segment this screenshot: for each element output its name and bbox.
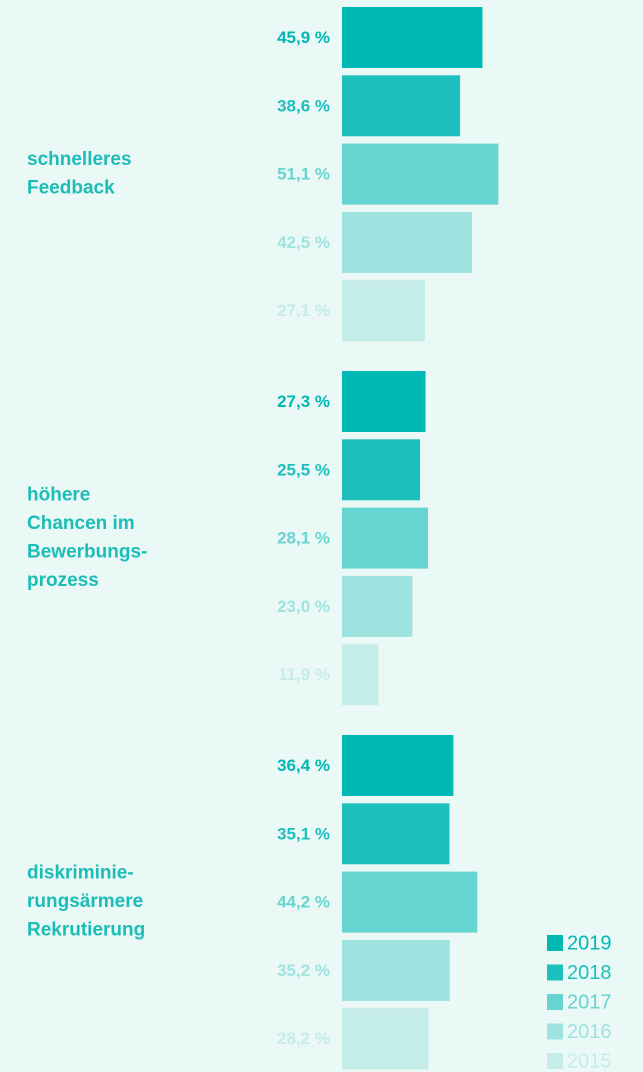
value-label: 35,2 % — [277, 961, 330, 980]
value-label: 44,2 % — [277, 893, 330, 912]
legend-swatch — [547, 935, 563, 951]
bar — [342, 871, 478, 933]
legend-label: 2015 — [567, 1050, 612, 1072]
legend-swatch — [547, 994, 563, 1010]
value-label: 11,9 % — [278, 665, 330, 684]
legend-swatch — [547, 1023, 563, 1040]
bar — [342, 371, 426, 432]
bar — [342, 7, 483, 68]
value-label: 35,1 % — [277, 824, 330, 843]
value-label: 36,4 % — [277, 756, 330, 775]
category-label: schnelleres — [27, 149, 132, 170]
category-label: prozess — [27, 570, 99, 591]
legend-label: 2017 — [567, 991, 612, 1013]
value-label: 23,0 % — [277, 597, 330, 616]
value-label: 27,3 % — [277, 392, 330, 411]
bar — [342, 143, 499, 205]
legend-swatch — [547, 1053, 563, 1069]
category-label: rungsärmere — [27, 891, 143, 912]
legend-label: 2019 — [567, 932, 612, 954]
bar — [342, 1008, 429, 1070]
bar — [342, 211, 473, 273]
legend-label: 2018 — [567, 962, 612, 984]
legend-swatch — [547, 964, 563, 981]
value-label: 42,5 % — [277, 233, 330, 252]
value-label: 28,1 % — [277, 529, 330, 548]
category-label: Rekrutierung — [27, 920, 145, 941]
bar — [342, 644, 379, 706]
value-label: 38,6 % — [277, 96, 330, 115]
value-label: 45,9 % — [277, 28, 330, 47]
category-label: höhere — [27, 484, 90, 505]
value-label: 51,1 % — [277, 165, 330, 184]
bar — [342, 507, 428, 569]
bar — [342, 575, 413, 637]
value-label: 28,2 % — [277, 1029, 330, 1048]
category-label: Bewerbungs- — [27, 541, 147, 562]
bar — [342, 939, 450, 1001]
value-label: 27,1 % — [277, 301, 330, 320]
value-label: 25,5 % — [277, 460, 330, 479]
bar — [342, 803, 450, 865]
legend-label: 2016 — [567, 1021, 612, 1043]
bar — [342, 439, 421, 501]
category-label: diskriminie- — [27, 863, 134, 884]
category-label: Feedback — [27, 177, 115, 198]
bar — [342, 735, 454, 796]
category-label: Chancen im — [27, 513, 135, 534]
bar — [342, 75, 461, 137]
bar — [342, 280, 425, 342]
